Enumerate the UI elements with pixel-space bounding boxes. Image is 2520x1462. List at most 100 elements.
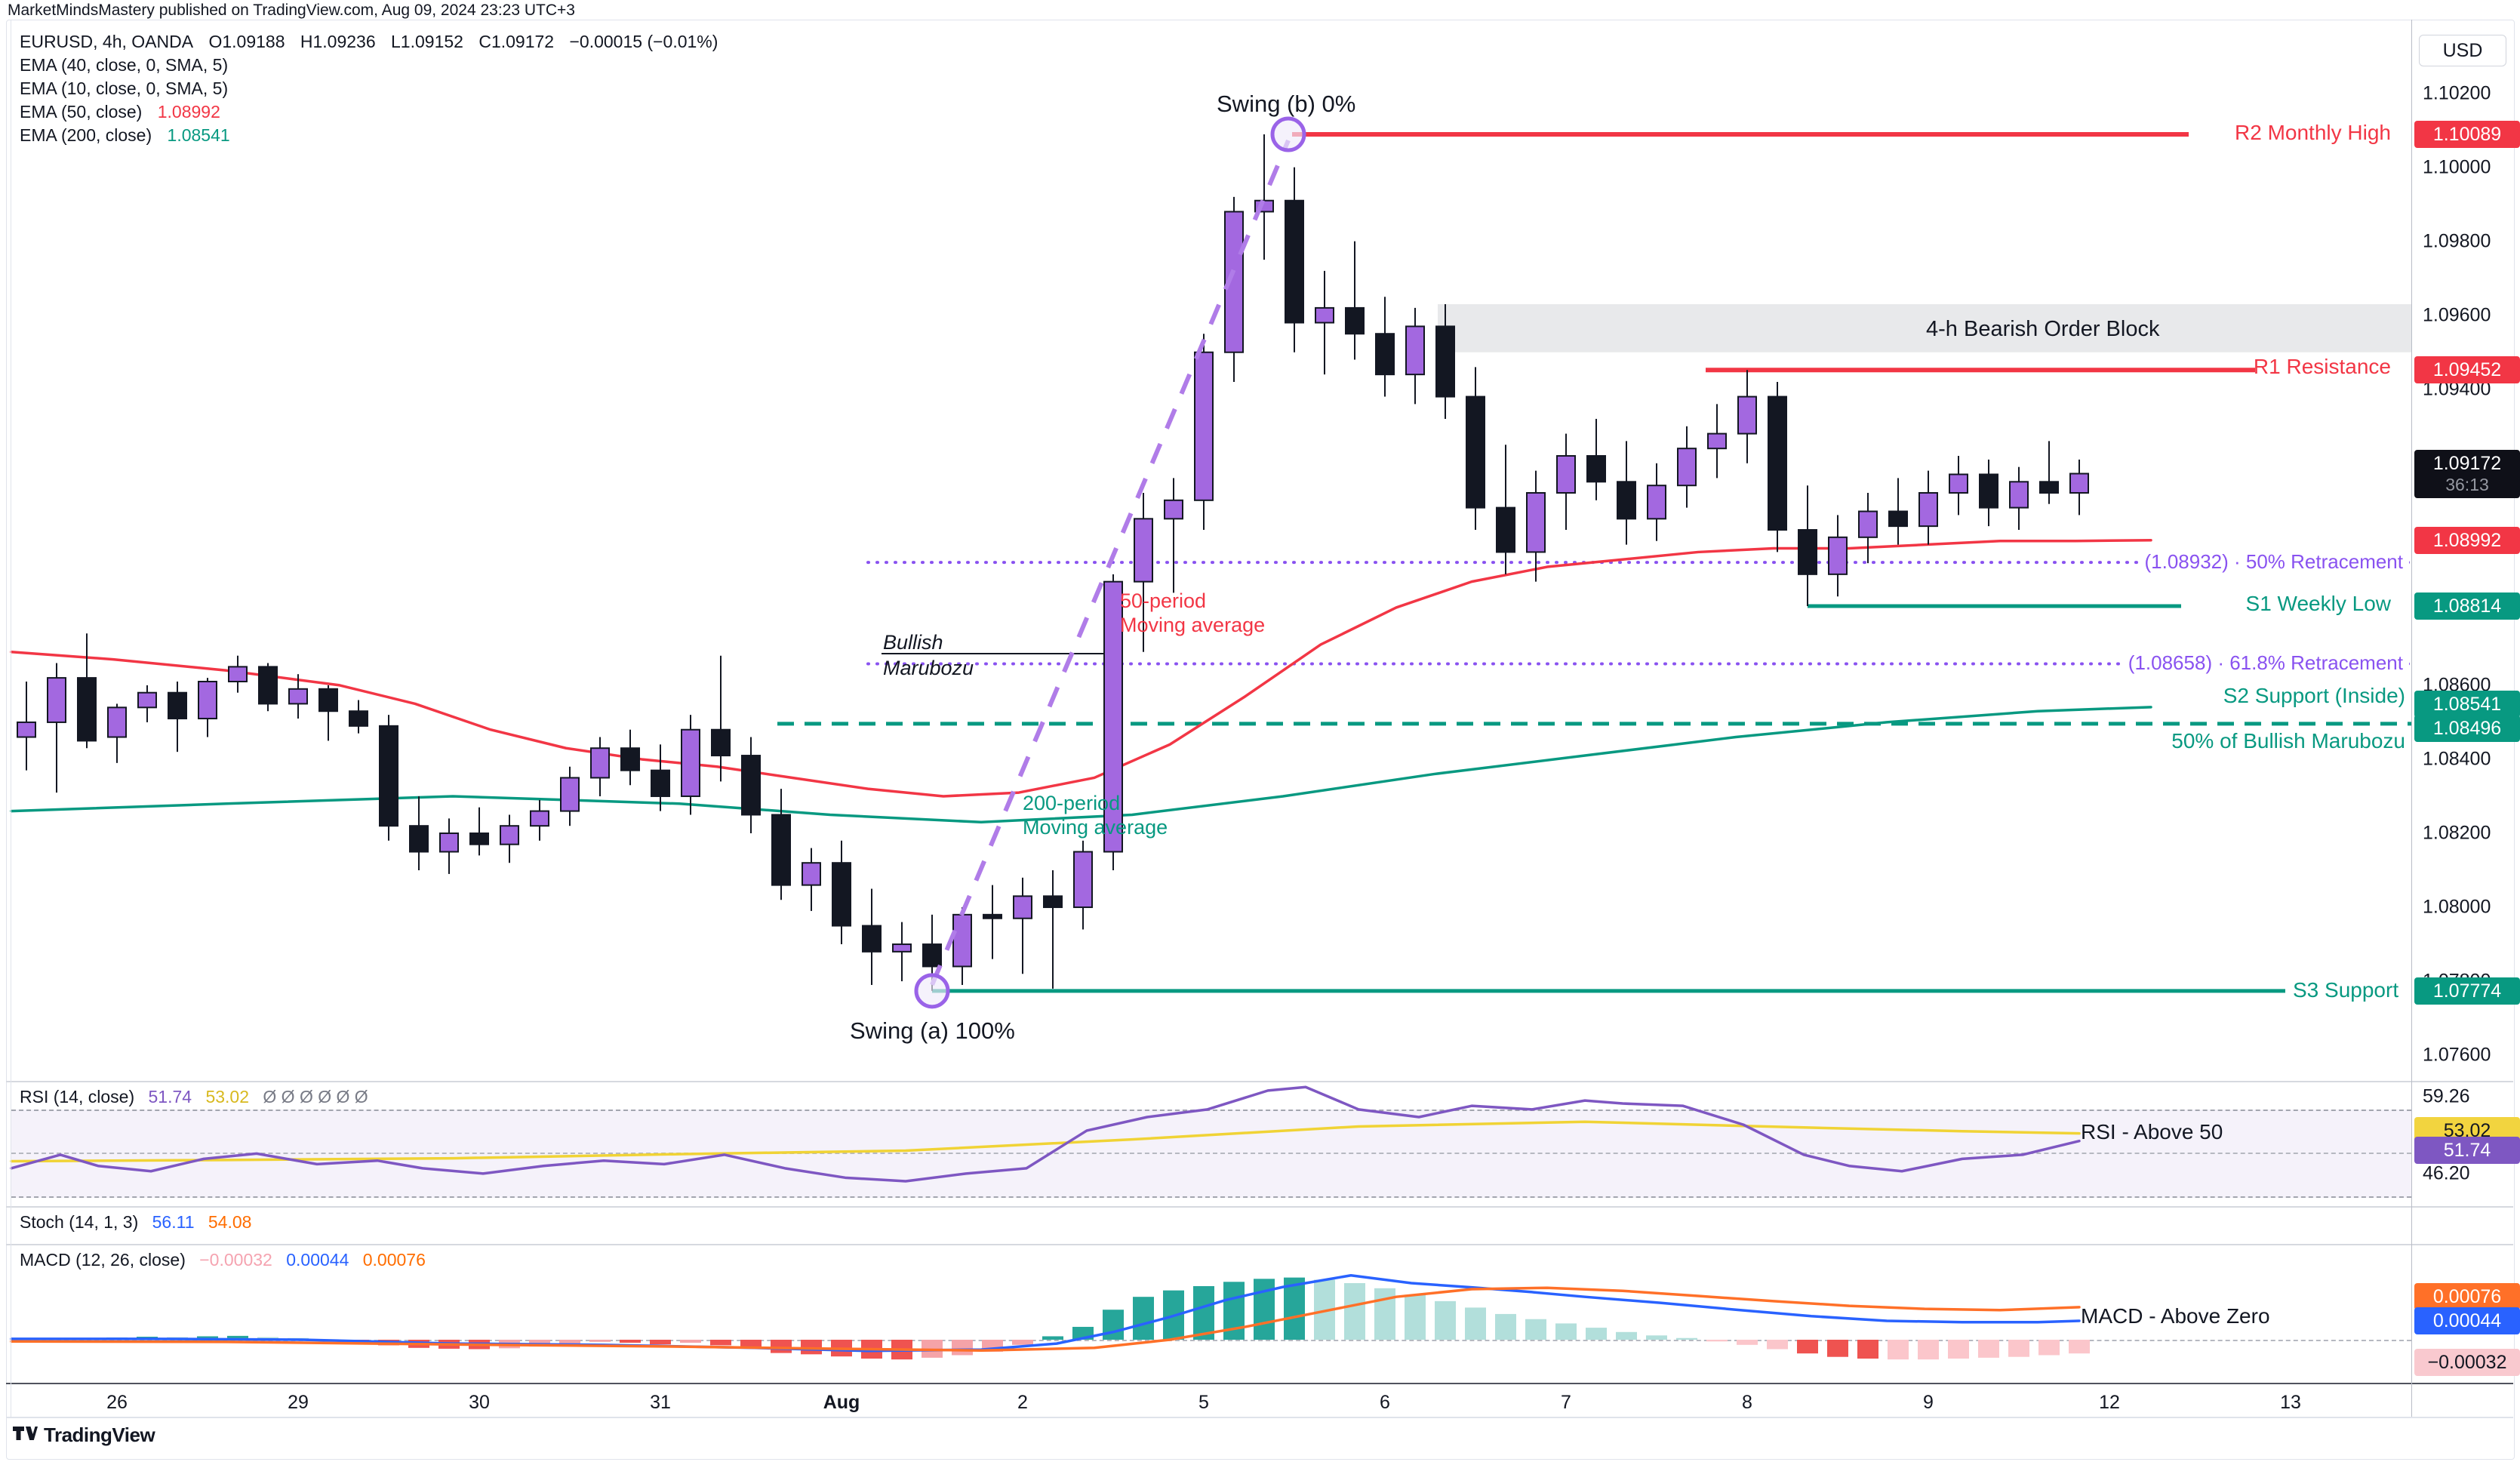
ema40-label: EMA (40, close, 0, SMA, 5) — [20, 55, 229, 75]
rsi-value: 51.74 — [148, 1087, 192, 1107]
ma200-note[interactable]: 200-period Moving average — [1023, 791, 1168, 839]
macd-histogram-bar — [1797, 1340, 1818, 1354]
rsi-above-50-note[interactable]: RSI - Above 50 — [2081, 1120, 2223, 1143]
stoch-d-value: 54.08 — [208, 1212, 252, 1232]
swing-trendline[interactable] — [930, 139, 1291, 986]
r1-resistance-label[interactable]: R1 Resistance — [2253, 355, 2391, 378]
time-axis-top-border — [6, 1383, 2513, 1384]
time-axis-label-26: 26 — [106, 1392, 128, 1413]
time-axis-label-5: 5 — [1198, 1392, 1209, 1413]
ma200-note-line2: Moving average — [1023, 816, 1168, 839]
price-badge-1.08541: 1.08541 — [2414, 690, 2520, 718]
bullish-marubozu-line2: Marubozu — [883, 657, 974, 679]
macd-histogram-bar — [2069, 1340, 2090, 1354]
currency-button[interactable]: USD — [2419, 35, 2506, 66]
candle-body — [1888, 510, 1908, 528]
candle-body — [922, 943, 942, 968]
macd-histogram-bar — [1555, 1323, 1577, 1340]
indicator-row-ema200[interactable]: EMA (200, close) 1.08541 — [20, 124, 728, 147]
candle-body — [1768, 396, 1787, 531]
rsi-line — [10, 1085, 2081, 1183]
ma200-note-line1: 200-period — [1023, 792, 1121, 814]
r2-monthly-high-label[interactable]: R2 Monthly High — [2235, 121, 2391, 144]
pane-separator-macd[interactable] — [6, 1244, 2513, 1245]
candle-body — [711, 728, 731, 757]
macd-histogram-bar — [1133, 1297, 1154, 1340]
macd-signal-badge: 0.00076 — [2414, 1282, 2520, 1310]
macd-legend-row[interactable]: MACD (12, 26, close) −0.00032 0.00044 0.… — [20, 1250, 435, 1270]
macd-zero-line — [11, 1340, 2411, 1341]
indicator-row-ema50[interactable]: EMA (50, close) 1.08992 — [20, 100, 728, 124]
ema10-label: EMA (10, close, 0, SMA, 5) — [20, 78, 229, 98]
price-scale-tick: 1.08200 — [2423, 822, 2491, 844]
candle-body — [1164, 499, 1183, 520]
macd-histogram-bar — [1857, 1340, 1878, 1359]
fib-618-retracement-label[interactable]: (1.08658) · 61.8% Retracement — [2122, 651, 2409, 675]
macd-above-zero-note[interactable]: MACD - Above Zero — [2081, 1304, 2270, 1328]
macd-histogram-bar — [1978, 1340, 1999, 1358]
macd-histogram-bar — [1676, 1337, 1697, 1340]
indicator-row-ema10[interactable]: EMA (10, close, 0, SMA, 5) — [20, 77, 728, 100]
price-scale-tick: 1.10200 — [2423, 82, 2491, 104]
candle-body — [77, 677, 97, 742]
tradingview-logo[interactable]: TradingView — [12, 1424, 155, 1447]
ma50-note[interactable]: 50-period Moving average — [1120, 589, 1265, 637]
macd-histogram-bar — [1948, 1340, 1969, 1359]
order-block-label[interactable]: 4-h Bearish Order Block — [1926, 317, 2160, 341]
pane-separator-stoch[interactable] — [6, 1206, 2513, 1208]
bullish-marubozu-label[interactable]: Bullish Marubozu — [883, 629, 974, 681]
stoch-legend-row[interactable]: Stoch (14, 1, 3) 56.11 54.08 — [20, 1212, 260, 1233]
pane-separator-rsi[interactable] — [6, 1081, 2513, 1082]
candle-body — [318, 688, 338, 713]
swing-b-marker[interactable] — [1270, 116, 1306, 152]
swing-a-marker[interactable] — [914, 973, 950, 1009]
rsi-legend-row[interactable]: RSI (14, close) 51.74 53.02 Ø Ø Ø Ø Ø Ø — [20, 1087, 377, 1107]
fib-50-retracement-label[interactable]: (1.08932) · 50% Retracement — [2138, 550, 2409, 574]
symbol-title[interactable]: EURUSD, 4h, OANDA — [20, 32, 194, 51]
candle-body — [1345, 306, 1365, 335]
macd-line-badge: 0.00044 — [2414, 1307, 2520, 1334]
swing-a-label[interactable]: Swing (a) 100% — [850, 1017, 1015, 1044]
candle-body — [1134, 518, 1153, 583]
swing-b-label[interactable]: Swing (b) 0% — [1217, 91, 1356, 117]
macd-signal-line — [10, 1286, 2081, 1352]
s2-support-label[interactable]: S2 Support (Inside) — [2223, 684, 2405, 707]
macd-line-value: 0.00044 — [286, 1250, 349, 1270]
order-block-zone[interactable] — [1438, 304, 2411, 352]
macd-histogram-bar — [1495, 1313, 1516, 1340]
s1-weekly-low-label[interactable]: S1 Weekly Low — [2245, 592, 2391, 615]
time-axis-label-13: 13 — [2280, 1392, 2301, 1413]
candle-body — [1556, 454, 1576, 494]
candle-body — [1677, 448, 1697, 487]
macd-histogram-bar — [740, 1340, 762, 1349]
price-scale-tick: 1.10000 — [2423, 156, 2491, 178]
indicator-row-ema40[interactable]: EMA (40, close, 0, SMA, 5) — [20, 54, 728, 77]
marubozu-50pct-label[interactable]: 50% of Bullish Marubozu — [2171, 729, 2405, 753]
macd-histogram-bar — [710, 1340, 731, 1346]
candle-body — [469, 832, 489, 845]
s3-support-label[interactable]: S3 Support — [2293, 978, 2399, 1002]
candle-body — [1526, 492, 1546, 553]
candle-body — [2069, 472, 2089, 494]
candle-body — [1435, 325, 1455, 398]
time-axis-label-31: 31 — [650, 1392, 671, 1413]
candle-body — [1315, 306, 1334, 324]
candle-body — [198, 681, 217, 720]
ema200-value: 1.08541 — [167, 125, 230, 145]
macd-hist-value: −0.00032 — [199, 1250, 272, 1270]
legend: EURUSD, 4h, OANDA O1.09188 H1.09236 L1.0… — [20, 30, 728, 147]
macd-histogram-bar — [1042, 1336, 1063, 1340]
ohlc-open: O1.09188 — [208, 32, 285, 51]
price-scale-tick: 1.09800 — [2423, 230, 2491, 252]
candle-body — [560, 777, 580, 812]
rsi-middle-band-line — [11, 1153, 2411, 1154]
price-badge-1.08496: 1.08496 — [2414, 714, 2520, 742]
symbol-row[interactable]: EURUSD, 4h, OANDA O1.09188 H1.09236 L1.0… — [20, 30, 728, 54]
price-scale-border[interactable] — [2411, 20, 2412, 1417]
candle-body — [1858, 510, 1878, 538]
candle-body — [228, 666, 248, 683]
candle-body — [2009, 481, 2029, 509]
macd-histogram-bar — [559, 1340, 580, 1344]
